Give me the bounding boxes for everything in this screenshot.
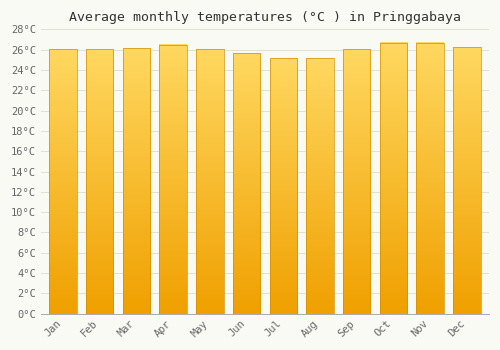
Bar [270, 58, 297, 314]
Bar [380, 43, 407, 314]
Bar [122, 48, 150, 314]
Bar [453, 47, 480, 314]
Bar [233, 53, 260, 314]
Bar [416, 43, 444, 314]
Bar [343, 49, 370, 314]
Bar [49, 49, 77, 314]
Bar [86, 49, 114, 314]
Bar [160, 45, 187, 314]
Title: Average monthly temperatures (°C ) in Pringgabaya: Average monthly temperatures (°C ) in Pr… [69, 11, 461, 24]
Bar [196, 49, 224, 314]
Bar [306, 58, 334, 314]
